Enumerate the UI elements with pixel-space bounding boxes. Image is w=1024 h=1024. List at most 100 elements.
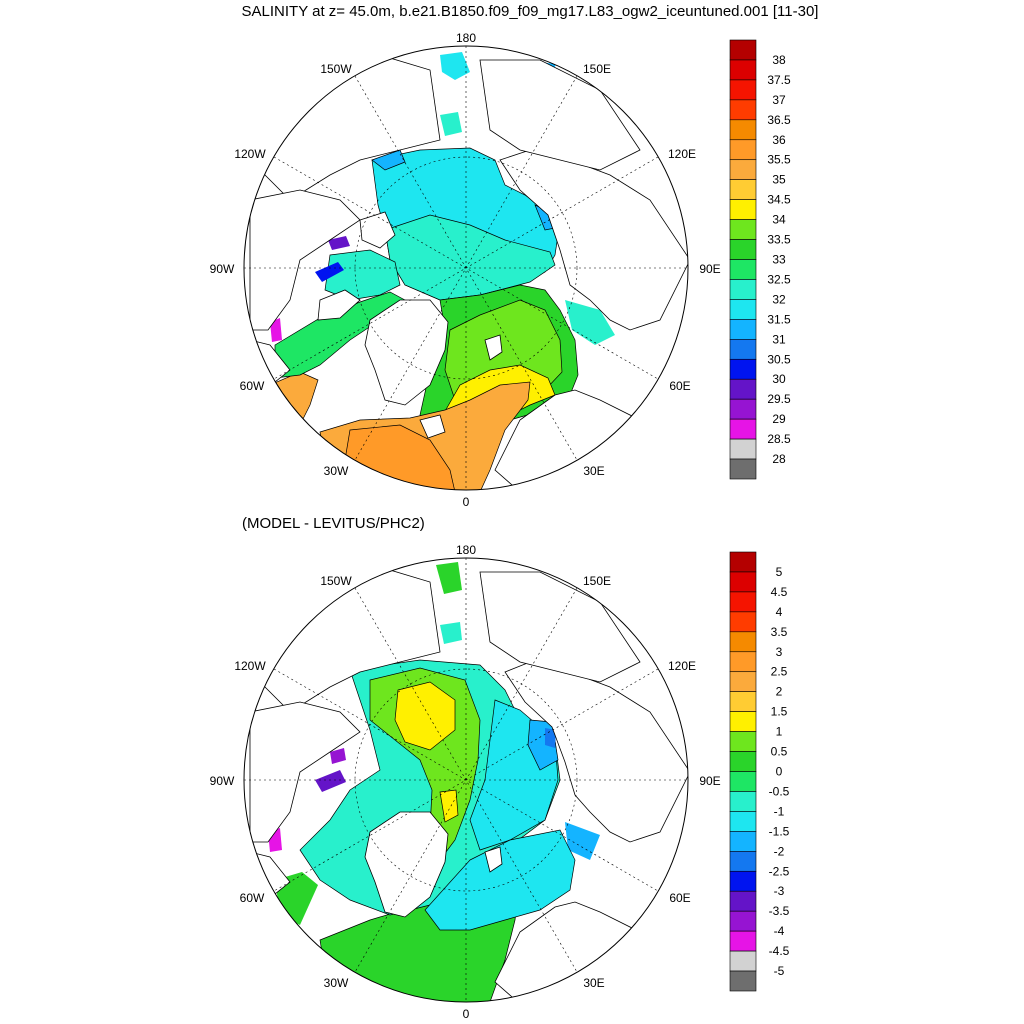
salinity-colorbar-swatch [729, 259, 757, 280]
beaufort-field [371, 149, 406, 171]
salinity-colorbar-tick-label: 38 [772, 53, 786, 67]
lon-label-0-b: 0 [463, 1007, 470, 1021]
lon-label-150w-b: 150W [320, 574, 352, 588]
difference-colorbar-swatch [729, 910, 757, 932]
lon-label-120w-b: 120W [234, 659, 266, 673]
salinity-colorbar-tick-label: 33 [772, 253, 786, 267]
salinity-colorbar: 38 37.5 37 36.5 36 35.5 35 34.5 34 33.5 33 32.5 32 31… [729, 39, 791, 480]
svalbard-land [484, 334, 503, 361]
difference-colorbar-swatch [729, 711, 757, 732]
svalbard-land-b [484, 846, 503, 873]
lon-label-30e-b: 30E [583, 976, 604, 990]
top-graticule [244, 46, 688, 490]
iceland-land [419, 414, 446, 439]
bering-diff-field [436, 562, 462, 594]
salinity-colorbar-swatch [729, 319, 757, 340]
difference-colorbar-tick-label: -5 [774, 964, 785, 978]
lon-label-60e: 60E [669, 379, 690, 393]
hudson-bay-field [328, 236, 350, 250]
difference-colorbar-tick-label: -0.5 [769, 784, 790, 798]
barents-diff-field [424, 829, 576, 931]
difference-colorbar-tick-label: 4.5 [771, 585, 788, 599]
lon-label-90w: 90W [210, 262, 235, 276]
canadian-archipelago-field [324, 249, 401, 301]
difference-colorbar-swatch [729, 831, 757, 852]
eurasian-basin-field [384, 214, 556, 301]
salinity-colorbar-swatch [729, 199, 757, 220]
canada-land-b [249, 701, 361, 843]
salinity-colorbar-swatch [729, 99, 757, 121]
chukchi-diff-field [440, 622, 462, 644]
difference-colorbar-tick-label: -4.5 [769, 944, 790, 958]
ellesmere-land [359, 211, 396, 249]
lon-label-30w-b: 30W [324, 976, 349, 990]
difference-colorbar-tick-label: -3 [774, 884, 785, 898]
hudson-diff-field [315, 770, 346, 792]
salinity-colorbar-swatch [729, 239, 757, 260]
bottom-graticule [244, 558, 688, 1002]
salinity-colorbar-tick-label: 30 [772, 372, 786, 386]
difference-colorbar-tick-label: -4 [774, 924, 785, 938]
difference-colorbar-tick-label: 3.5 [771, 625, 788, 639]
difference-colorbar-tick-label: 2 [776, 685, 783, 699]
lon-label-60w: 60W [240, 379, 265, 393]
salinity-colorbar-tick-label: 34.5 [767, 193, 791, 207]
difference-colorbar-swatch [729, 811, 757, 832]
top-longitude-labels: 180 150W 150E 120W 120E 90W 90E 60W 60E … [210, 31, 721, 509]
salinity-colorbar-swatch [729, 279, 757, 300]
lon-label-30e: 30E [583, 464, 604, 478]
positive-anomaly-small [439, 789, 459, 823]
bottom-map-boundary [243, 557, 689, 1003]
difference-colorbar-tick-label: -2 [774, 844, 785, 858]
difference-colorbar-swatch [729, 551, 757, 573]
salinity-colorbar-swatch [729, 358, 757, 380]
kamchatka-land-b [479, 571, 641, 683]
difference-colorbar-tick-label: 5 [776, 565, 783, 579]
lon-label-90e: 90E [699, 262, 720, 276]
salinity-colorbar-tick-label: 36 [772, 133, 786, 147]
difference-colorbar-swatch [729, 970, 757, 992]
greenland-land-b [364, 811, 449, 918]
top-map-boundary [243, 45, 689, 491]
difference-colorbar-swatch [729, 651, 757, 673]
lon-label-60w-b: 60W [240, 891, 265, 905]
salinity-map: 180 150W 150E 120W 120E 90W 90E 60W 60E … [210, 31, 721, 509]
baffin-diff-field [330, 748, 346, 764]
salinity-colorbar-tick-label: 37 [772, 93, 786, 107]
lon-label-150e-b: 150E [583, 574, 611, 588]
salinity-colorbar-swatch [729, 418, 757, 440]
lon-label-90w-b: 90W [210, 774, 235, 788]
salinity-colorbar-tick-label: 28.5 [767, 432, 791, 446]
bering-field [440, 52, 470, 80]
difference-colorbar-swatch [729, 930, 757, 952]
bottom-longitude-labels: 180 150W 150E 120W 120E 90W 90E 60W 60E … [210, 543, 721, 1021]
cbaf-field [270, 318, 282, 342]
difference-colorbar-swatch [729, 591, 757, 613]
difference-colorbar-swatch [729, 870, 757, 892]
laptev-strong-field [545, 728, 556, 748]
salinity-colorbar-swatch [729, 458, 757, 480]
difference-title: (MODEL - LEVITUS/PHC2) [242, 515, 425, 532]
difference-colorbar-swatch [729, 631, 757, 653]
lon-label-60e-b: 60E [669, 891, 690, 905]
kara-field [565, 300, 615, 345]
salinity-colorbar-swatch [729, 179, 757, 200]
baffin-island-land [317, 289, 361, 321]
salinity-colorbar-tick-label: 29.5 [767, 392, 791, 406]
salinity-colorbar-swatch [729, 39, 757, 61]
difference-colorbar-tick-label: -3.5 [769, 904, 790, 918]
salinity-colorbar-tick-label: 37.5 [767, 73, 791, 87]
salinity-colorbar-tick-label: 32.5 [767, 272, 791, 286]
kara-diff-field [565, 822, 600, 860]
difference-colorbar-tick-label: 0 [776, 765, 783, 779]
salinity-colorbar-swatch [729, 339, 757, 360]
positive-anomaly-field [394, 681, 456, 751]
lon-label-150e: 150E [583, 62, 611, 76]
salinity-colorbar-swatch [729, 299, 757, 320]
greenland-land [364, 299, 449, 406]
lon-label-120w: 120W [234, 147, 266, 161]
difference-colorbar-swatch [729, 691, 757, 712]
difference-colorbar-tick-label: 1 [776, 725, 783, 739]
difference-colorbar-tick-label: 4 [776, 605, 783, 619]
